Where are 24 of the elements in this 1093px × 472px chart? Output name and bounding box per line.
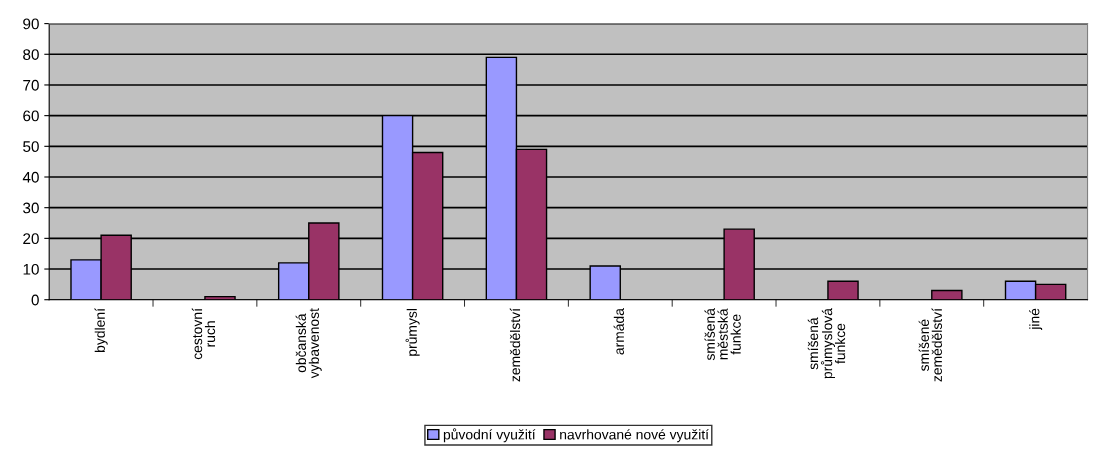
x-tick-label: armáda <box>613 308 625 355</box>
y-tick-label: 40 <box>22 171 39 183</box>
bar <box>827 280 859 300</box>
y-tick-label: 10 <box>23 263 39 275</box>
x-tick-label: průmysl <box>405 308 420 356</box>
y-tick-label: 0 <box>31 294 39 306</box>
y-tick-label: 60 <box>23 110 39 122</box>
legend-label: původní využití <box>443 428 536 443</box>
x-tick-label: smíšené zemědělství <box>918 308 942 382</box>
legend-label: navrhované nové využití <box>560 429 709 443</box>
x-tick-label: smíšená městská funkce <box>704 308 741 361</box>
x-tick-label: cestovní ruch <box>191 308 216 360</box>
x-tick-label: bydlení <box>94 308 108 352</box>
y-tick-label: 80 <box>23 49 39 60</box>
y-tick-label: 70 <box>23 79 39 91</box>
y-tick-label: 30 <box>23 202 39 214</box>
x-tick-label: smíšená průmyslová funkce <box>807 308 846 379</box>
x-tick-label: jiné <box>1029 308 1043 331</box>
y-tick-label: 50 <box>23 141 39 153</box>
x-tick-label: zemědělství <box>509 308 521 382</box>
y-tick-label: 20 <box>23 233 39 245</box>
y-tick-label: 90 <box>23 18 39 30</box>
bar <box>931 289 963 300</box>
x-tick-label: občanská vybavenost <box>295 308 322 379</box>
